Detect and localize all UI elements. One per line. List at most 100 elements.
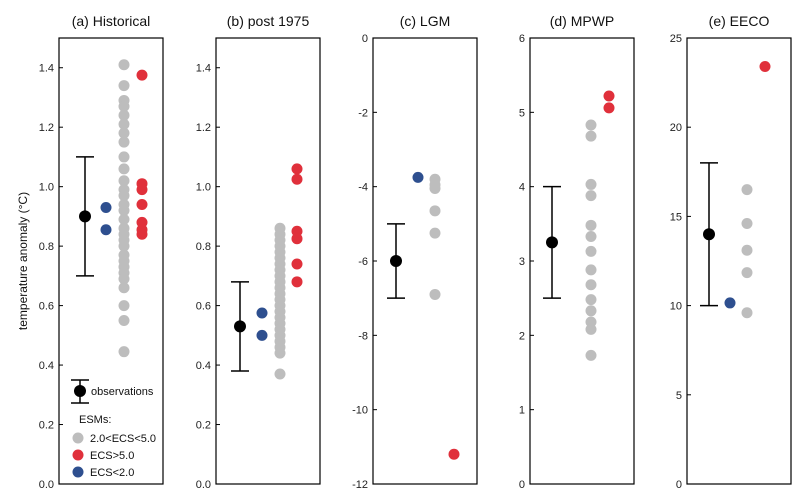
point-ecs-mid — [118, 190, 130, 202]
panel-frame — [686, 37, 792, 485]
y-tick-label: 4 — [519, 182, 525, 194]
point-ecs-mid — [741, 267, 753, 279]
point-ecs-mid — [118, 80, 130, 92]
observation-marker — [703, 228, 715, 241]
y-tick-label: 0 — [362, 33, 368, 45]
point-ecs-low — [724, 297, 736, 309]
legend-observations-label: observations — [91, 386, 154, 398]
y-tick-label: 0.8 — [39, 241, 54, 253]
point-ecs-mid — [741, 218, 753, 230]
point-ecs-high — [136, 228, 148, 240]
point-ecs-high — [291, 258, 303, 270]
point-ecs-low — [256, 329, 268, 341]
point-ecs-low — [100, 201, 112, 213]
legend-obs-marker — [74, 385, 86, 397]
panel-title: (a) Historical — [72, 13, 151, 29]
point-ecs-mid — [118, 118, 130, 130]
legend-label-ecs-low: ECS<2.0 — [90, 467, 134, 479]
point-ecs-high — [291, 276, 303, 288]
y-tick-label: 20 — [670, 122, 682, 134]
panel-frame — [372, 37, 478, 485]
point-ecs-mid — [118, 213, 130, 225]
point-ecs-mid — [585, 219, 597, 231]
y-tick-label: 5 — [676, 390, 682, 402]
point-ecs-mid — [585, 230, 597, 242]
point-ecs-mid — [118, 109, 130, 121]
point-ecs-low — [412, 171, 424, 183]
y-tick-label: 1.0 — [39, 182, 54, 194]
panel-lgm: (c) LGM -12 -10 -8 -6 -4 -2 0 — [352, 13, 478, 491]
point-ecs-mid — [118, 136, 130, 148]
legend-marker-ecs-mid — [72, 432, 84, 444]
point-ecs-mid — [118, 240, 130, 252]
point-ecs-mid — [585, 190, 597, 202]
y-tick-label: -2 — [358, 107, 368, 119]
point-ecs-low — [256, 307, 268, 319]
point-ecs-mid — [429, 183, 441, 195]
y-tick-label: 0.4 — [196, 360, 211, 372]
point-ecs-high — [603, 102, 615, 114]
point-ecs-mid — [585, 178, 597, 190]
panels: (a) Historical0.00.20.40.60.81.01.21.4(b… — [39, 13, 792, 491]
point-ecs-mid — [585, 130, 597, 142]
point-ecs-mid — [274, 368, 286, 380]
panel-title: (e) EECO — [709, 13, 770, 29]
y-axis-label: temperature anomaly (°C) — [16, 192, 30, 330]
y-tick-label: 5 — [519, 107, 525, 119]
y-tick-label: 1.4 — [196, 63, 211, 75]
y-tick-label: 0.2 — [39, 420, 54, 432]
y-tick-label: -12 — [352, 479, 368, 491]
panel-historical: (a) Historical 0.0 0.2 0.4 0.6 0.8 1.0 1.2 1.4 — [39, 13, 164, 491]
y-tick-label: 1.0 — [196, 182, 211, 194]
y-tick-label: -4 — [358, 182, 368, 194]
y-tick-label: -8 — [358, 330, 368, 342]
y-tick-label: 10 — [670, 301, 682, 313]
y-tick-label: 0.2 — [196, 420, 211, 432]
point-ecs-mid — [585, 305, 597, 317]
point-ecs-mid — [741, 184, 753, 196]
y-tick-label: 0.0 — [39, 479, 54, 491]
legend-marker-ecs-high — [72, 449, 84, 461]
panel-frame — [529, 37, 635, 485]
legend-marker-ecs-low — [72, 466, 84, 478]
y-tick-label: -10 — [352, 405, 368, 417]
observation-marker — [234, 320, 246, 333]
y-tick-label: 0 — [519, 479, 525, 491]
point-ecs-mid — [585, 119, 597, 131]
point-ecs-mid — [429, 205, 441, 217]
y-tick-label: 1.2 — [196, 122, 211, 134]
observation-marker — [546, 236, 558, 249]
point-ecs-mid — [118, 314, 130, 326]
point-ecs-mid — [118, 175, 130, 187]
panel-title: (c) LGM — [400, 13, 451, 29]
point-ecs-mid — [274, 347, 286, 359]
observation-marker — [79, 210, 91, 223]
panel-frame — [215, 37, 321, 485]
y-tick-label: 3 — [519, 256, 525, 268]
point-ecs-mid — [429, 288, 441, 300]
y-tick-label: 15 — [670, 211, 682, 223]
point-ecs-mid — [118, 100, 130, 112]
legend-label-ecs-high: ECS>5.0 — [90, 450, 134, 462]
y-tick-label: 25 — [670, 33, 682, 45]
point-ecs-mid — [118, 273, 130, 285]
y-tick-label: 2 — [519, 330, 525, 342]
legend: observations ESMs: 2.0<ECS<5.0 ECS>5.0 E… — [71, 379, 156, 479]
point-ecs-mid — [118, 346, 130, 358]
point-ecs-mid — [118, 151, 130, 163]
point-ecs-mid — [429, 227, 441, 239]
panel-post-1975: (b) post 1975 0.0 0.2 0.4 0.6 0.8 1.0 1.2 1.4 — [196, 13, 321, 491]
point-ecs-high — [603, 90, 615, 102]
panel-frame — [58, 37, 164, 485]
point-ecs-mid — [585, 264, 597, 276]
legend-esms-heading: ESMs: — [79, 414, 111, 426]
y-tick-label: 6 — [519, 33, 525, 45]
y-tick-label: 0.0 — [196, 479, 211, 491]
point-ecs-mid — [118, 59, 130, 71]
point-ecs-high — [136, 69, 148, 81]
point-ecs-mid — [741, 307, 753, 319]
y-tick-label: 0.6 — [196, 301, 211, 313]
point-ecs-high — [291, 233, 303, 245]
panel-title: (d) MPWP — [550, 13, 615, 29]
